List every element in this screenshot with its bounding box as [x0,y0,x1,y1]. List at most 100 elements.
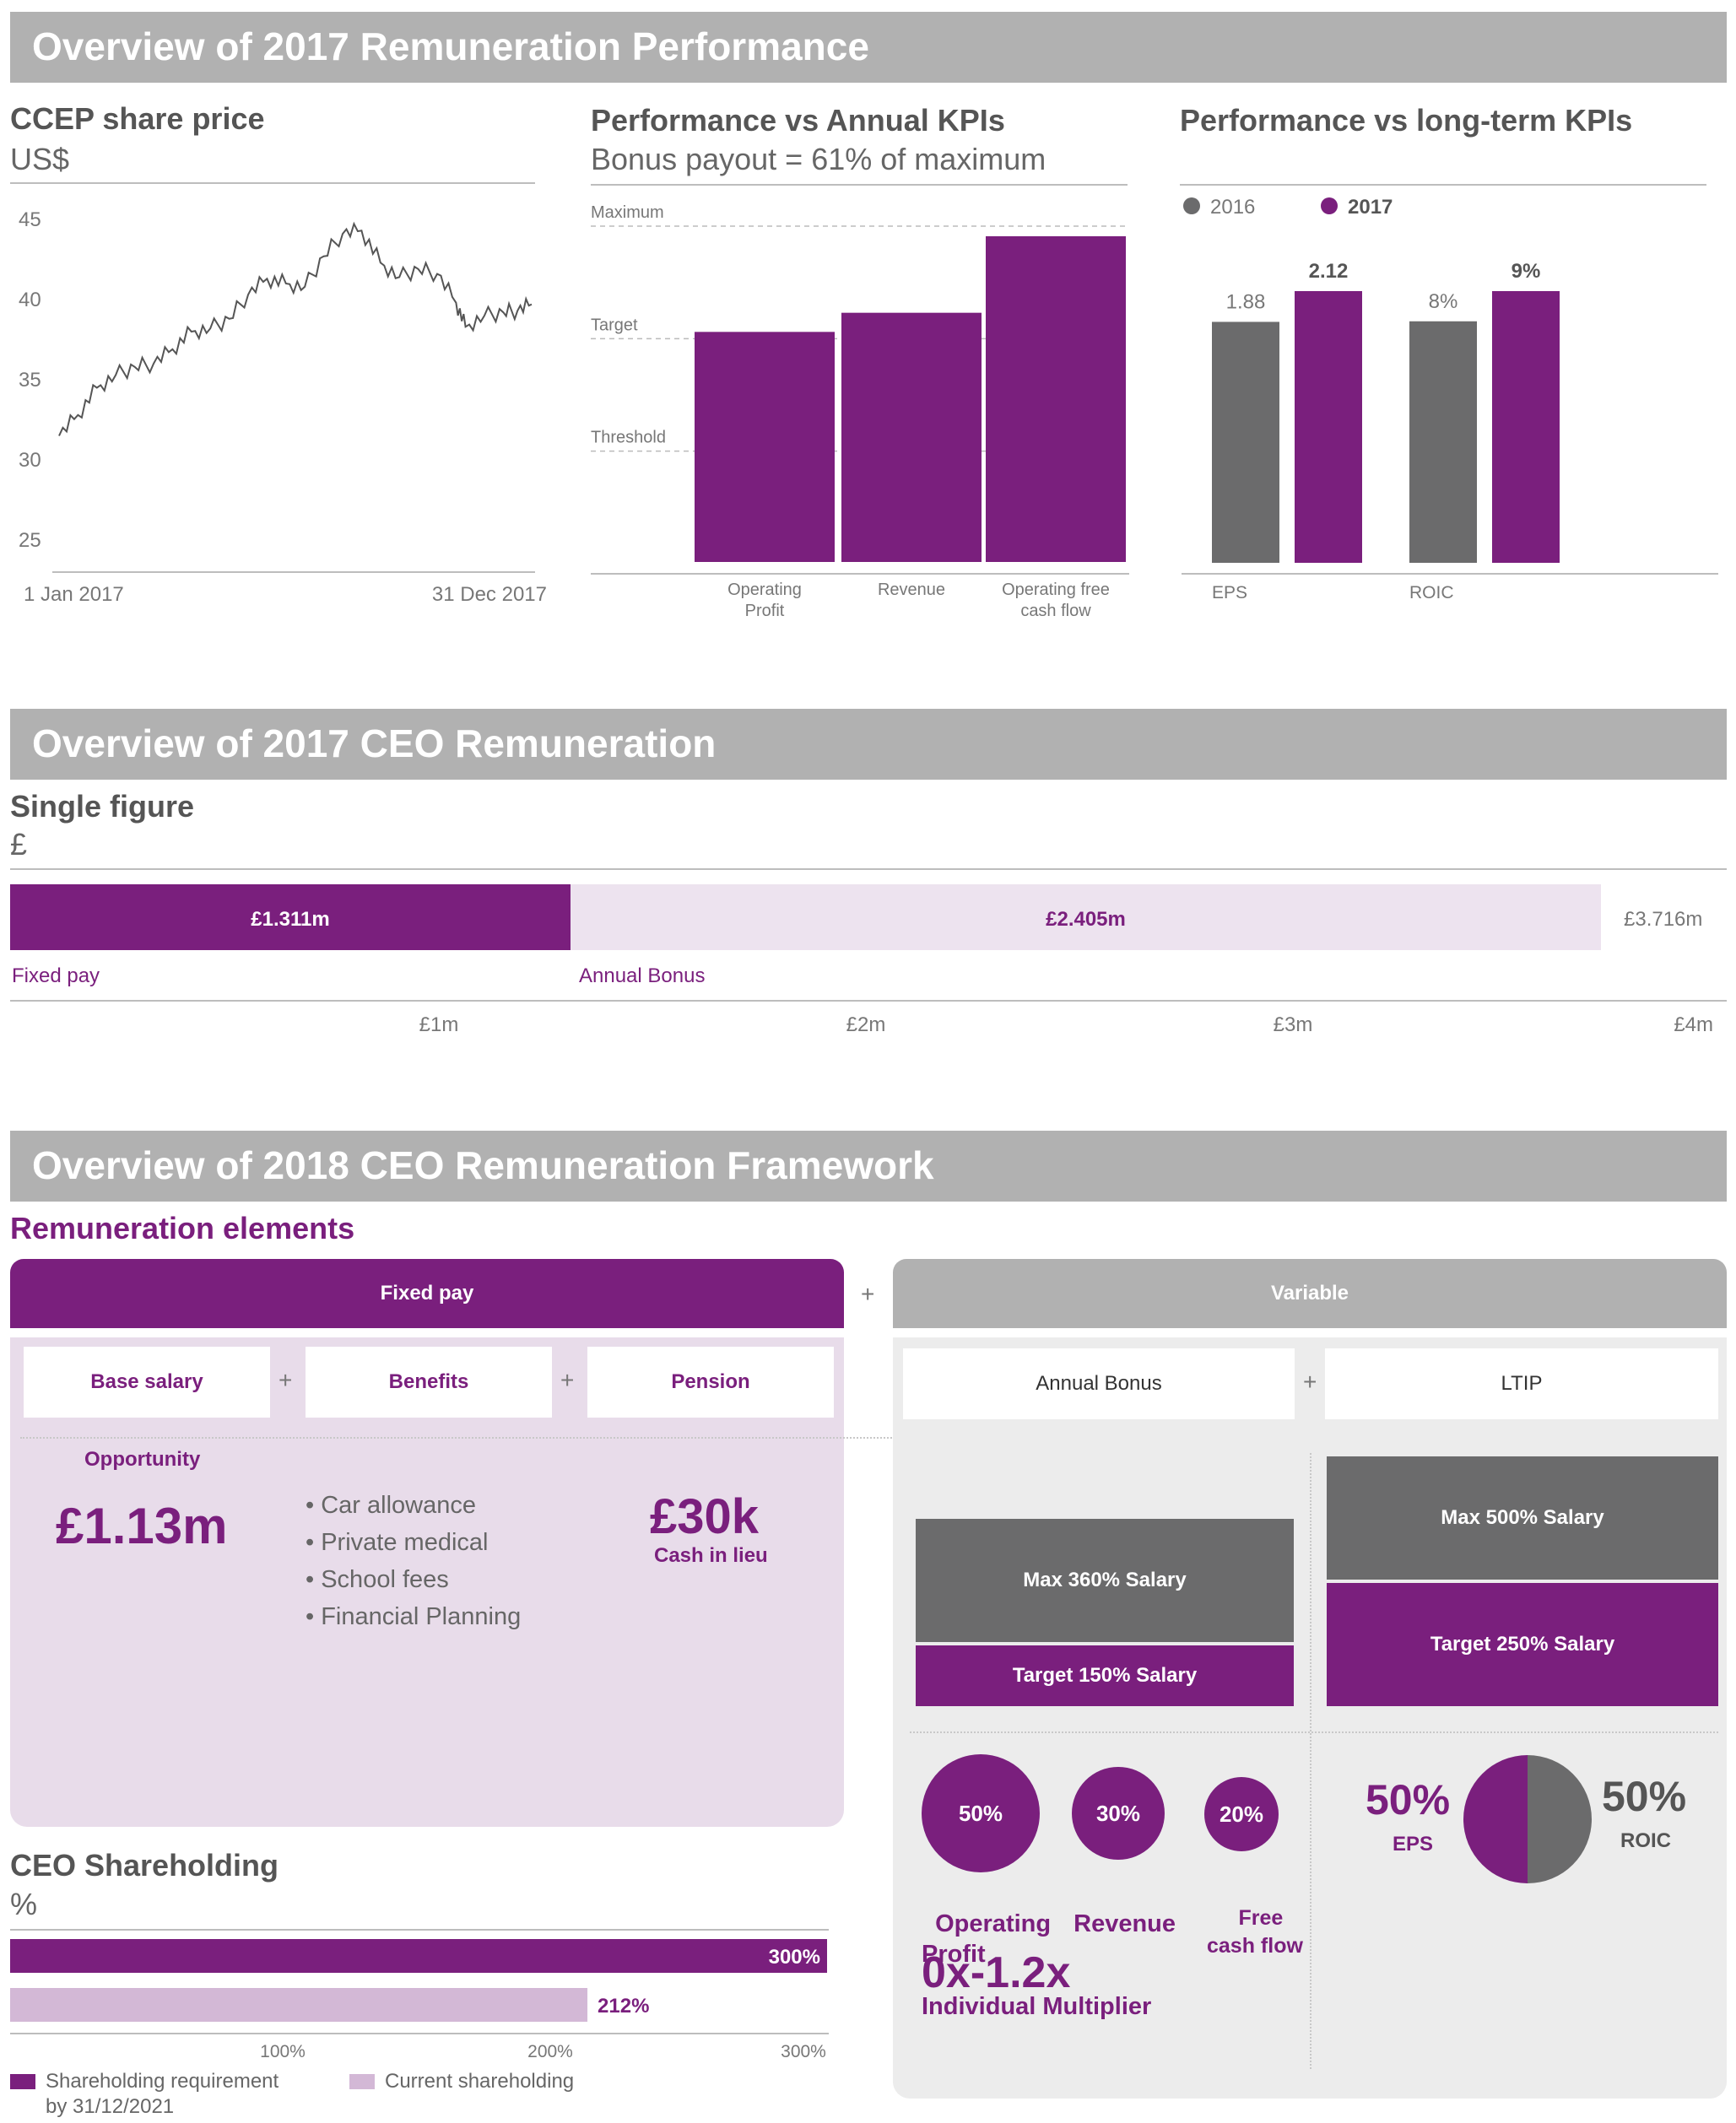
x-tick-label: 100% [260,2042,306,2061]
annual-bonus-box: Annual Bonus [903,1348,1295,1419]
data-label: 8% [1429,290,1458,313]
bonus-max-bar: Max 360% Salary [916,1519,1294,1642]
benefit-item: • Financial Planning [306,1603,522,1630]
ltip-eps-pct: 50% [1366,1776,1451,1823]
benefits-box: Benefits [306,1347,552,1418]
requirement-value: 300% [769,1946,820,1969]
x-tick-label: Operating [727,581,802,599]
dotted-divider [910,1731,1718,1733]
ltip-max-bar: Max 500% Salary [1327,1456,1718,1580]
bar [1295,291,1362,563]
variable-header: Variable [893,1259,1727,1328]
x-tick-label: Profit [745,602,785,620]
bonus-weight-circle: 30% [1072,1767,1165,1860]
reference-label: Threshold [591,429,666,447]
benefit-item: • School fees [306,1566,449,1593]
pension-note: Cash in lieu [654,1544,768,1567]
annual-bonus-name: Annual Bonus [579,964,705,987]
legend-label: 2017 [1348,196,1393,219]
x-tick-label: £2m [846,1013,886,1036]
divider [10,1929,829,1931]
fixed-pay-panel [10,1337,844,1827]
ltip-roic-pct: 50% [1602,1773,1687,1820]
opportunity-label: Opportunity [84,1448,201,1471]
ltip-box: LTIP [1325,1348,1718,1419]
benefit-item: • Private medical [306,1529,489,1556]
y-tick-label: 35 [19,369,41,392]
ltip-eps-label: EPS [1393,1833,1434,1856]
base-salary-label: Base salary [90,1370,203,1393]
x-tick-label: £4m [1674,1013,1713,1036]
benefit-item: • Car allowance [306,1492,476,1519]
ltip-label: LTIP [1501,1372,1543,1395]
single-figure-chart: £1.311m £2.405m £3.716m Fixed pay Annual Bon… [10,884,1727,1036]
divider [10,182,535,184]
ltip-split-pie [1463,1755,1592,1883]
y-tick-label: 45 [19,208,41,231]
x-tick-label: £3m [1274,1013,1313,1036]
section-title: Overview of 2017 Remuneration Performanc… [32,24,869,68]
bar [986,236,1126,562]
chart-title: Performance vs long-term KPIs [1180,103,1633,138]
annual-bonus-label: Annual Bonus [1036,1372,1162,1395]
divider [10,868,1727,870]
x-tick-label: ROIC [1409,583,1454,602]
dotted-divider [20,1437,1725,1439]
x-tick-label: £1m [419,1013,459,1036]
benefits-label: Benefits [388,1370,469,1393]
pension-label: Pension [671,1370,750,1393]
reference-label: Target [591,316,638,334]
legend-swatch [1321,197,1338,214]
chart-title: Performance vs Annual KPIs [591,103,1005,138]
divider [1180,184,1706,186]
bar [841,312,982,562]
fixed-pay-header: Fixed pay [10,1259,844,1328]
pension-value: £30k [650,1489,760,1544]
x-tick-label: 1 Jan 2017 [24,583,124,606]
legend-requirement-label: Shareholding requirement by 31/12/2021 [46,2070,279,2118]
data-label: 9% [1512,260,1541,283]
vertical-dotted-divider [1310,1453,1311,2069]
fixed-pay-name: Fixed pay [12,964,100,987]
bar [1212,321,1279,563]
longterm-kpi-chart: 2016 2017 1.88 2.12 EPS 8% 9% ROIC [1182,196,1718,602]
divider [591,184,1128,186]
pie-slice [1528,1755,1592,1883]
annual-kpi-chart: Maximum Target Threshold Operating Profit Rev… [591,203,1129,620]
shareholding-chart: 300% 212% 100% 200% 300% [10,1939,829,2061]
chart-unit: £ [10,827,28,862]
plus-sign: + [560,1367,575,1393]
multiplier-value: 0x-1.2x [922,1948,1071,1997]
ltip-target-bar: Target 250% Salary [1327,1583,1718,1706]
chart-title: Single figure [10,789,195,824]
data-label: 1.88 [1226,290,1266,313]
share-price-chart: 45 40 35 30 25 1 Jan 2017 31 Dec 2017 [19,208,547,606]
fixed-pay-value: £1.311m [251,908,329,931]
annual-bonus-value: £2.405m [1046,908,1126,931]
bonus-target-label: Target 150% Salary [1012,1664,1198,1687]
bar [695,332,835,562]
requirement-bar [10,1939,827,1973]
plus-sign: + [861,1281,875,1307]
section-banner-framework: Overview of 2018 CEO Remuneration Framew… [10,1131,1727,1202]
x-tick-label: 31 Dec 2017 [432,583,547,606]
current-bar [10,1988,588,2022]
section-banner-ceo: Overview of 2017 CEO Remuneration [10,709,1727,780]
fixed-pay-header-label: Fixed pay [380,1282,474,1305]
pension-box: Pension [587,1347,834,1418]
bonus-weight-circle: 50% [922,1754,1040,1872]
bonus-weight-label: Revenue [1074,1910,1176,1937]
chart-subtitle: Bonus payout = 61% of maximum [591,142,1046,176]
ltip-roic-label: ROIC [1620,1829,1671,1852]
x-tick-label: 300% [781,2042,826,2061]
base-salary-box: Base salary [24,1347,270,1418]
section-title: Overview of 2018 CEO Remuneration Framew… [32,1143,934,1187]
chart-unit: US$ [10,142,70,176]
chart-unit: % [10,1887,38,1921]
bonus-weight-label: Operating Profit [922,1910,1052,1968]
variable-header-label: Variable [1270,1282,1349,1305]
section-banner-performance: Overview of 2017 Remuneration Performanc… [10,12,1727,83]
bonus-target-bar: Target 150% Salary [916,1645,1294,1706]
legend-swatch [10,2074,35,2089]
ltip-max-label: Max 500% Salary [1441,1506,1604,1529]
